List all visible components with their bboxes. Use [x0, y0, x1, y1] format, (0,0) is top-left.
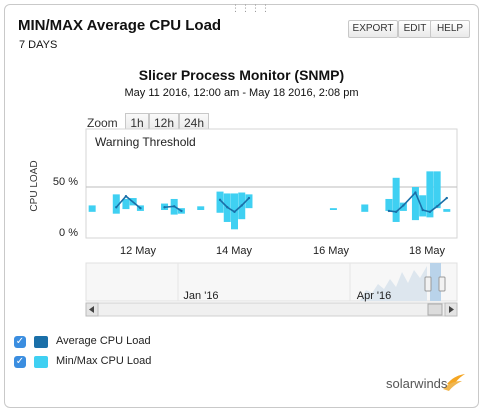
widget-title: MIN/MAX Average CPU Load: [18, 17, 222, 34]
threshold-annotation: Warning Threshold: [95, 135, 196, 149]
legend-label-average: Average CPU Load: [56, 335, 151, 347]
average-cpu-point: [421, 208, 424, 212]
average-cpu-point: [435, 205, 439, 208]
minmax-range-bar: [361, 204, 369, 212]
x-tick-label: 14 May: [216, 245, 253, 257]
minmax-range-bar: [419, 195, 427, 217]
x-tick-label: 18 May: [409, 245, 446, 257]
average-cpu-point: [402, 204, 405, 207]
widget-period: 7 DAYS: [19, 39, 58, 51]
average-cpu-point: [233, 210, 236, 214]
average-cpu-point: [240, 204, 243, 207]
navigator-selection[interactable]: [430, 263, 441, 301]
help-button[interactable]: HELP: [430, 20, 470, 38]
average-cpu-point: [172, 205, 176, 208]
navigator-left-handle[interactable]: [424, 276, 432, 292]
navigator-label: Jan '16: [183, 290, 218, 302]
minmax-range-bar: [443, 209, 451, 212]
navigator-area: [360, 266, 427, 301]
x-tick-label: 12 May: [120, 245, 157, 257]
minmax-range-bar: [385, 198, 393, 211]
scroll-left-icon: [89, 306, 94, 313]
average-cpu-point: [218, 198, 222, 202]
minmax-range-bar: [197, 206, 205, 210]
average-cpu-point: [139, 206, 142, 210]
average-cpu-point: [445, 196, 448, 200]
drag-handle-icon[interactable]: ⋮⋮⋮⋮: [231, 3, 271, 13]
minmax-range-bar: [411, 187, 419, 221]
minmax-range-bar: [122, 198, 130, 210]
export-button[interactable]: EXPORT: [348, 20, 398, 38]
checkbox-icon[interactable]: ✓: [14, 356, 26, 368]
minmax-range-bar: [88, 205, 96, 212]
average-cpu-line: [388, 191, 448, 213]
minmax-range-bar: [399, 202, 407, 211]
x-tick-label: 16 May: [313, 245, 350, 257]
minmax-range-bar: [245, 194, 253, 209]
minmax-range-bar: [426, 171, 434, 218]
y-tick-label: 50 %: [53, 176, 78, 188]
average-cpu-point: [163, 206, 166, 209]
scrollbar-track[interactable]: [85, 302, 458, 317]
average-cpu-point: [387, 209, 391, 213]
average-cpu-point: [180, 209, 183, 213]
average-cpu-point: [124, 195, 128, 198]
brand-logo-text: solarwinds: [386, 376, 448, 391]
minmax-range-bar: [329, 208, 337, 210]
scroll-right-icon: [449, 306, 454, 313]
checkbox-icon[interactable]: ✓: [14, 336, 26, 348]
average-cpu-point: [247, 196, 251, 200]
average-cpu-point: [414, 191, 417, 194]
navigator-label: Apr '16: [357, 290, 392, 302]
solarwinds-logo-icon: [447, 374, 465, 386]
legend-label-minmax: Min/Max CPU Load: [56, 355, 152, 367]
average-cpu-point: [115, 206, 118, 209]
minmax-range-bar: [433, 171, 441, 209]
average-cpu-point: [428, 210, 432, 214]
minmax-range-bar: [392, 177, 400, 222]
zoom-label: Zoom: [87, 116, 118, 130]
y-axis-label: CPU LOAD: [29, 160, 40, 211]
average-cpu-point: [394, 210, 398, 214]
navigator-right-handle[interactable]: [438, 276, 446, 292]
chart-title: Slicer Process Monitor (SNMP): [138, 67, 345, 83]
scrollbar-thumb[interactable]: [427, 303, 443, 316]
average-cpu-point: [226, 206, 229, 209]
legend-swatch-average: [34, 336, 48, 348]
solarwinds-logo-icon-lower: [443, 381, 462, 391]
y-tick-label: 0 %: [59, 227, 78, 239]
minmax-range-bar: [216, 191, 224, 213]
chart-date-range: May 11 2016, 12:00 am - May 18 2016, 2:0…: [124, 87, 359, 99]
minmax-range-bar: [112, 194, 120, 214]
legend-swatch-minmax: [34, 356, 48, 368]
